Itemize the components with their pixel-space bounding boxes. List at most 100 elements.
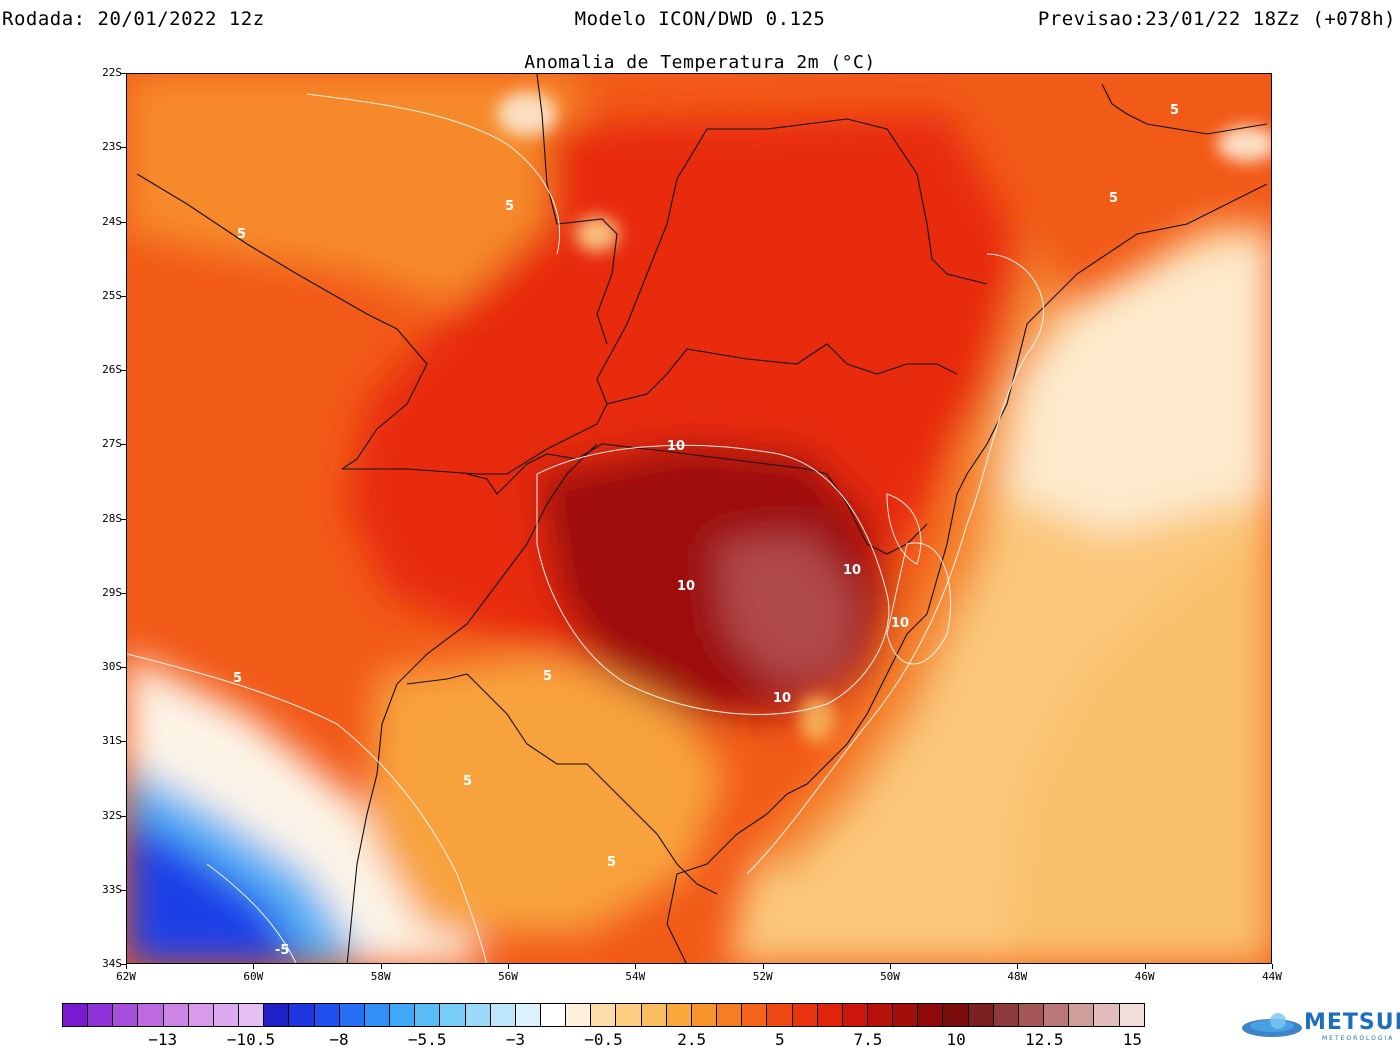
colorbar-cell	[868, 1004, 894, 1026]
colorbar-cell	[616, 1004, 642, 1026]
colorbar-cell	[163, 1004, 189, 1026]
model-label: Modelo ICON/DWD 0.125	[574, 8, 826, 30]
colorbar-cell	[842, 1004, 868, 1026]
colorbar-tick-label: 7.5	[853, 1030, 883, 1049]
colorbar-cell	[314, 1004, 340, 1026]
colorbar-cell	[817, 1004, 843, 1026]
contour-label: 10	[773, 691, 791, 706]
lat-tick-label: 30S	[102, 660, 122, 673]
lat-tick	[121, 518, 127, 520]
lat-tick	[121, 741, 127, 743]
colorbar-cell	[415, 1004, 441, 1026]
lat-tick	[121, 964, 127, 965]
colorbar-cell	[239, 1004, 265, 1026]
lon-tick-label: 60W	[243, 970, 264, 983]
lat-tick	[121, 370, 127, 371]
metsul-logo-icon	[1242, 1013, 1302, 1037]
temperature-anomaly-map[interactable]: 5 5 5 5 5 5 5 5 10 10 10 10 10 -5	[126, 73, 1272, 964]
lat-tick-label: 34S	[102, 957, 122, 970]
lon-tick	[126, 964, 127, 969]
lat-tick-label: 26S	[102, 363, 122, 376]
political-borders	[136, 74, 1268, 963]
colorbar-cell	[591, 1004, 617, 1026]
colorbar-cell	[993, 1004, 1019, 1026]
lon-tick-label: 62W	[116, 970, 136, 983]
logo-name: METSUL	[1304, 1010, 1400, 1035]
logo-subtitle: METEOROLOGIA	[1322, 1035, 1395, 1042]
lon-tick-label: 48W	[1007, 970, 1028, 983]
contour-label: 5	[543, 669, 552, 684]
lon-tick-label: 54W	[625, 970, 646, 983]
colorbar-cell	[188, 1004, 214, 1026]
lon-tick-label: 58W	[370, 970, 391, 983]
colorbar-cell	[943, 1004, 969, 1026]
contour-label: 5	[463, 774, 472, 789]
lon-tick	[635, 964, 637, 969]
lat-tick	[121, 221, 127, 223]
forecast-label: Previsao:23/01/22 18Zz (+078h)	[1037, 8, 1396, 30]
colorbar-cell	[1094, 1004, 1120, 1026]
colorbar-cell	[113, 1004, 139, 1026]
colorbar-cell	[918, 1004, 944, 1026]
contour-label: 5	[237, 227, 246, 242]
colorbar-tick-label: 5	[774, 1030, 785, 1049]
lon-tick-label: 56W	[498, 970, 518, 983]
colorbar-cell	[339, 1004, 365, 1026]
colorbar-tick-label: 10	[946, 1030, 966, 1049]
colorbar-tick-label: −5.5	[407, 1030, 447, 1049]
lat-tick	[121, 73, 127, 74]
lat-tick	[121, 815, 127, 817]
lat-tick-label: 28S	[102, 511, 122, 525]
colorbar-cell	[213, 1004, 240, 1026]
lat-tick-label: 31S	[102, 734, 122, 748]
lat-tick-label: 33S	[102, 882, 122, 896]
colorbar-cell	[540, 1004, 567, 1026]
colorbar-tick-label: −0.5	[584, 1030, 623, 1049]
colorbar-tick-label: 15	[1122, 1030, 1143, 1049]
colorbar-cell	[893, 1004, 919, 1026]
lon-tick	[253, 964, 255, 969]
colorbar-cell	[390, 1004, 416, 1026]
contour-labels: 5 5 5 5 5 5 5 5 10 10 10 10 10 -5	[233, 103, 1179, 958]
contour-label: 5	[1109, 191, 1118, 206]
lat-tick	[121, 147, 127, 149]
lat-tick-label: 22S	[102, 66, 122, 79]
colorbar-cell	[968, 1004, 994, 1026]
contour-label: 5	[233, 671, 242, 686]
lat-tick-label: 23S	[102, 140, 122, 154]
contour-label: 10	[843, 563, 861, 578]
map-svg: 5 5 5 5 5 5 5 5 10 10 10 10 10 -5	[127, 74, 1271, 963]
colorbar-cell	[666, 1004, 692, 1026]
contour-label: -5	[275, 943, 289, 958]
colorbar-cell	[1069, 1004, 1095, 1026]
contour-label: 10	[891, 616, 909, 631]
lat-tick-label: 24S	[102, 214, 122, 228]
colorbar-cell	[566, 1004, 592, 1026]
lon-tick	[380, 964, 382, 969]
colorbar-cell	[88, 1004, 114, 1026]
colorbar-tick-label: −13	[148, 1030, 178, 1049]
colorbar-cell	[792, 1004, 818, 1026]
contour-label: 5	[607, 855, 616, 870]
lat-tick-label: 29S	[102, 585, 122, 599]
lon-tick	[508, 964, 509, 969]
lon-tick	[1144, 964, 1146, 969]
lon-tick	[890, 964, 891, 969]
colorbar-tick-label: −3	[505, 1030, 525, 1049]
lon-tick-label: 50W	[880, 970, 900, 983]
lat-tick-label: 32S	[102, 808, 122, 822]
colorbar-cell	[691, 1004, 718, 1026]
lon-tick	[1272, 964, 1273, 969]
colorbar-cell	[490, 1004, 516, 1026]
colorbar-tick-label: −10.5	[226, 1030, 275, 1049]
lon-tick	[762, 964, 764, 969]
map-title: Anomalia de Temperatura 2m (°C)	[524, 52, 876, 73]
colorbar-cell	[717, 1004, 743, 1026]
run-label: Rodada: 20/01/2022 12z	[2, 8, 265, 30]
lat-tick-label: 27S	[102, 437, 122, 451]
colorbar-cell	[515, 1004, 541, 1026]
lat-tick	[121, 889, 127, 891]
colorbar-cell	[1018, 1004, 1045, 1026]
contour-label: 5	[505, 199, 514, 214]
anomaly-field	[127, 74, 1271, 963]
